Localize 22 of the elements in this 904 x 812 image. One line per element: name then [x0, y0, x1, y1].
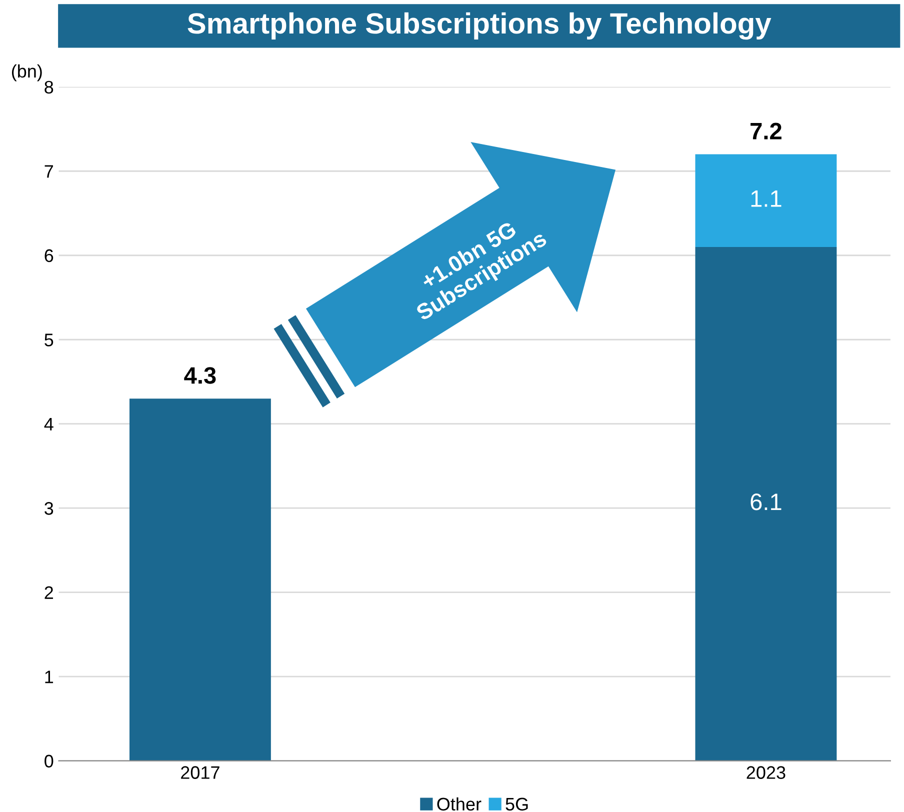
- total-label: 4.3: [184, 367, 216, 384]
- y-tick-label: 7: [44, 165, 53, 178]
- y-axis-title: (bn): [12, 64, 42, 82]
- y-tick-label: 5: [44, 334, 54, 346]
- chart-title: Smartphone Subscriptions by Technology: [188, 12, 772, 40]
- y-tick-label: 6: [44, 249, 54, 262]
- bar: [129, 398, 271, 761]
- data-label: 6.1: [750, 494, 782, 510]
- total-label: 7.2: [750, 122, 782, 140]
- y-tick-label: 8: [44, 80, 54, 94]
- y-tick-label: 4: [44, 418, 54, 430]
- x-tick-label: 2023: [746, 766, 786, 779]
- legend-label: Other: [437, 797, 482, 811]
- y-tick-label: 0: [44, 754, 54, 768]
- bar: [695, 154, 837, 247]
- data-label: 1.1: [751, 190, 782, 207]
- legend-label: 5G: [506, 798, 528, 811]
- bar: [695, 246, 837, 761]
- y-tick-label: 2: [44, 586, 53, 599]
- x-tick-label: 2017: [181, 766, 220, 779]
- y-tick-label: 3: [44, 502, 54, 515]
- y-tick-label: 1: [45, 670, 54, 684]
